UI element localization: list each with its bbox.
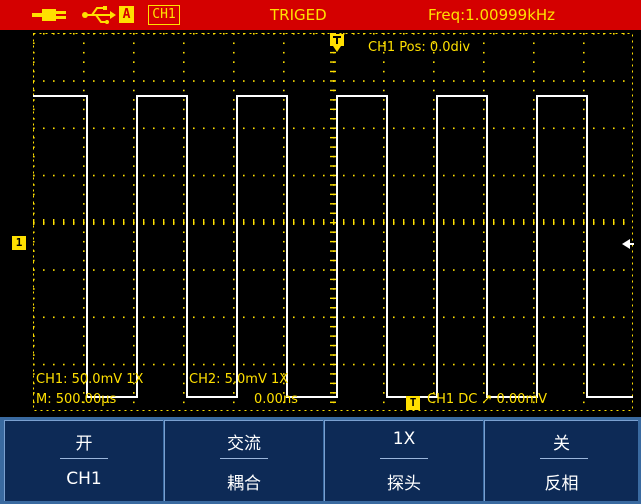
divider (220, 458, 268, 459)
ch1-position-readout: CH1 Pos: 0.0div (368, 40, 471, 55)
power-plug-icon (32, 9, 66, 21)
menu-button-value: 交流 (227, 434, 261, 454)
menu-button-invert[interactable]: 关 反相 (484, 420, 638, 501)
trigger-state: TRIGED (270, 6, 327, 24)
time-offset-readout: 0.00ns (254, 392, 298, 407)
ch1-waveform (33, 95, 633, 398)
menu-button-label: 探头 (387, 474, 421, 494)
trigger-marker: T (406, 396, 420, 410)
menu-button-probe[interactable]: 1X 探头 (324, 420, 483, 501)
graticule (33, 33, 633, 411)
usb-icon (82, 6, 116, 24)
menu-button-value: 1X (392, 429, 416, 449)
trigger-readout: CH1 DC ↗ 0.00mV (427, 392, 548, 407)
soft-menu: 开 CH1 交流 耦合 1X 探头 关 反相 (0, 417, 641, 504)
waveform-display (33, 33, 633, 411)
menu-button-label: 耦合 (227, 474, 261, 494)
timebase-readout: M: 500.00µs (36, 392, 117, 407)
menu-button-ch1-toggle[interactable]: 开 CH1 (4, 420, 163, 501)
menu-button-label: CH1 (66, 469, 102, 489)
menu-button-label: 反相 (544, 474, 579, 494)
divider (540, 458, 588, 459)
source-badge: A (119, 6, 134, 23)
menu-button-coupling[interactable]: 交流 耦合 (164, 420, 323, 501)
menu-button-value: 开 (75, 434, 93, 454)
ch1-level-marker[interactable]: 1 (12, 236, 26, 250)
divider (380, 458, 428, 459)
trigger-position-icon (330, 34, 344, 52)
channel-indicator: CH1 (148, 5, 180, 25)
frequency-readout: Freq:1.00999kHz (428, 6, 556, 24)
trigger-level-arrow-icon (622, 239, 634, 249)
ch1-scale-readout: CH1: 50.0mV 1X (36, 372, 144, 387)
status-bar: A CH1 TRIGED Freq:1.00999kHz (0, 0, 641, 30)
divider (60, 458, 108, 459)
ch2-scale-readout: CH2: 5.0mV 1X (189, 372, 289, 387)
menu-button-value: 关 (553, 434, 570, 454)
